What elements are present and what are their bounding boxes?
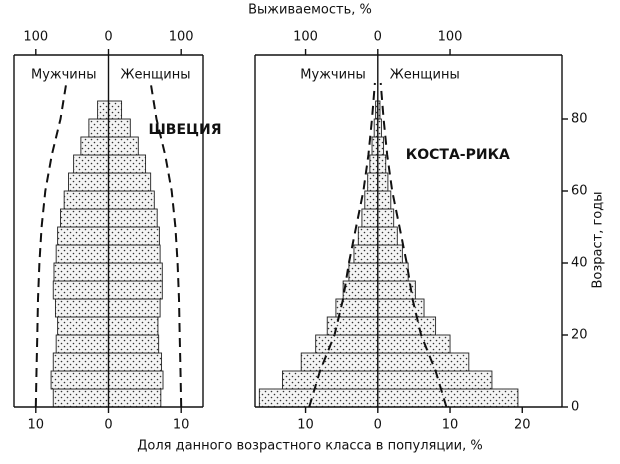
pyramid-bar xyxy=(108,280,163,300)
pyramid-bar xyxy=(57,226,109,246)
pyramid-bar xyxy=(357,226,379,246)
y-tick-label: 40 xyxy=(571,256,588,271)
x2-tick-label: 0 xyxy=(104,30,112,45)
x-tick-label: 10 xyxy=(173,418,190,433)
series-label: Мужчины xyxy=(31,68,97,83)
pyramid-bar xyxy=(68,172,109,192)
pyramid-bar xyxy=(348,262,379,282)
x2-tick-label: 100 xyxy=(438,30,463,45)
pyramid-bar xyxy=(97,100,109,120)
pyramid-bar xyxy=(377,388,519,408)
x2-tick-label: 0 xyxy=(374,30,382,45)
pyramid-bar xyxy=(108,118,131,138)
pyramid-bar xyxy=(73,154,109,174)
pyramid-bar xyxy=(377,316,437,336)
pyramid-bar xyxy=(108,334,160,354)
pyramid-bar xyxy=(353,244,379,264)
x2-tick-label: 100 xyxy=(23,30,48,45)
pyramid-bar xyxy=(57,316,109,336)
pyramid-bar xyxy=(300,352,379,372)
pyramid-bar xyxy=(371,136,379,156)
pyramid-bar xyxy=(315,334,379,354)
pyramid-bar xyxy=(108,172,152,192)
pyramid-bar xyxy=(108,316,159,336)
pyramid-bar xyxy=(364,190,379,210)
series-label: Женщины xyxy=(390,68,460,83)
pyramid-bar xyxy=(367,172,379,192)
pyramid-bar xyxy=(60,208,109,228)
pyramid-bar xyxy=(108,298,161,318)
survival-curve xyxy=(149,82,183,408)
pyramid-bar xyxy=(377,352,470,372)
survival-curve xyxy=(34,82,68,408)
pyramid-bar xyxy=(52,280,109,300)
pyramid-bar xyxy=(377,154,387,174)
pyramid-bar xyxy=(108,370,164,390)
y-tick-label: 0 xyxy=(571,400,579,415)
pyramid-bar xyxy=(108,226,160,246)
pyramid-bar xyxy=(258,388,379,408)
panel-label: КОСТА-РИКА xyxy=(406,147,510,163)
pyramid-bar xyxy=(361,208,379,228)
pyramid-bar xyxy=(377,262,409,282)
x2-tick-label: 100 xyxy=(293,30,318,45)
pyramid-bar xyxy=(63,190,109,210)
pyramid-bar xyxy=(377,208,395,228)
pyramid-bar xyxy=(55,334,109,354)
pyramid-bar xyxy=(377,370,493,390)
y-tick-label: 60 xyxy=(571,184,588,199)
y-tick-label: 80 xyxy=(571,112,588,127)
x-tick-label: 0 xyxy=(374,418,382,433)
pyramid-bar xyxy=(377,136,385,156)
pyramid-bar xyxy=(50,370,109,390)
x-axis-label: Доля данного возрастного класса в популя… xyxy=(137,439,482,454)
pyramid-bar xyxy=(281,370,379,390)
pyramid-bar xyxy=(377,190,392,210)
pyramid-bar xyxy=(108,100,123,120)
pyramid-bar xyxy=(88,118,109,138)
x2-tick-label: 100 xyxy=(169,30,194,45)
pyramid-bar xyxy=(108,154,147,174)
pyramid-bar xyxy=(80,136,109,156)
pyramid-bar xyxy=(108,136,139,156)
pyramid-bar xyxy=(108,244,161,264)
series-label: Мужчины xyxy=(300,68,366,83)
pyramid-bar xyxy=(377,226,398,246)
pyramid-bar xyxy=(369,154,379,174)
pyramid-bar xyxy=(53,262,109,282)
x-tick-label: 10 xyxy=(297,418,314,433)
pyramid-bar xyxy=(377,334,451,354)
pyramid-bar xyxy=(108,352,163,372)
x-tick-label: 20 xyxy=(514,418,531,433)
pyramid-bar xyxy=(55,244,109,264)
pyramid-bar xyxy=(377,244,403,264)
pyramid-bar xyxy=(342,280,379,300)
panel-label: ШВЕЦИЯ xyxy=(149,122,222,138)
pyramid-bar xyxy=(52,388,109,408)
survival-curve xyxy=(379,82,448,408)
pyramid-bar xyxy=(52,352,109,372)
x-tick-label: 0 xyxy=(104,418,112,433)
pyramid-bar xyxy=(108,388,162,408)
pyramid-bar xyxy=(108,190,155,210)
y-axis-label: Возраст, годы xyxy=(591,191,606,288)
pyramid-bar xyxy=(108,262,163,282)
pyramid-bar xyxy=(108,208,158,228)
pyramid-bar xyxy=(377,172,389,192)
pyramid-bar xyxy=(54,298,109,318)
x-tick-label: 10 xyxy=(28,418,45,433)
chart-title: Выживаемость, % xyxy=(248,3,372,18)
series-label: Женщины xyxy=(121,68,191,83)
survival-curve xyxy=(308,82,376,408)
x-tick-label: 10 xyxy=(442,418,459,433)
y-tick-label: 20 xyxy=(571,328,588,343)
